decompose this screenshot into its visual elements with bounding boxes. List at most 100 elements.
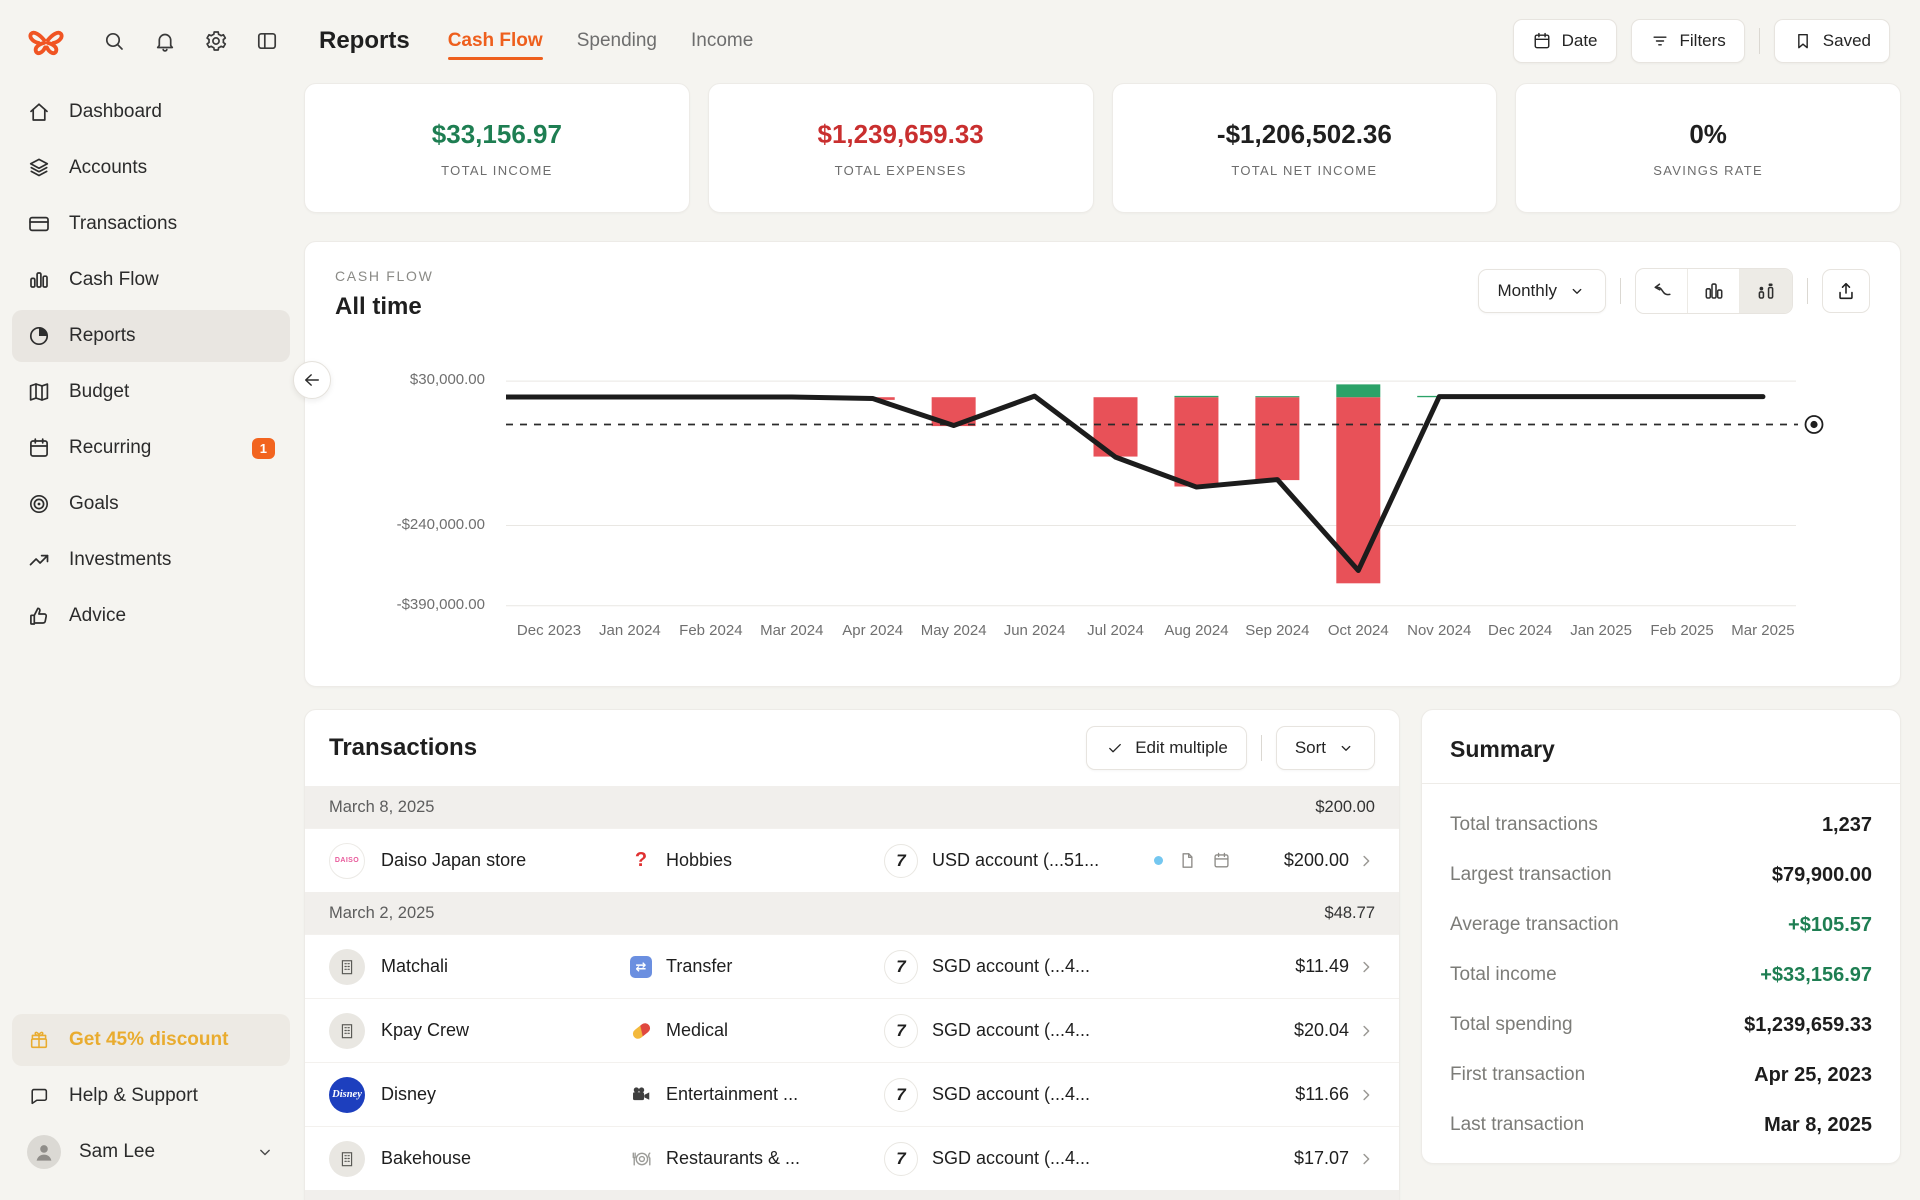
category-cell[interactable]: ? Hobbies [629, 849, 884, 873]
restaurant-plate-icon [629, 1147, 653, 1171]
x-axis-tick: Aug 2024 [1164, 622, 1229, 639]
app-logo-butterfly-icon[interactable] [24, 19, 68, 63]
stat-label: SAVINGS RATE [1653, 162, 1763, 178]
gear-icon[interactable] [204, 29, 228, 53]
merchant-logo-building-icon [329, 948, 365, 985]
merchant-cell: Matchali [329, 948, 629, 985]
merchant-logo-disney: Disney [329, 1076, 365, 1113]
sidebar-item-advice[interactable]: Advice [12, 590, 290, 642]
category-cell[interactable]: Entertainment ... [629, 1083, 884, 1107]
saved-button[interactable]: Saved [1773, 19, 1890, 63]
sidebar-item-dashboard[interactable]: Dashboard [12, 86, 290, 138]
transaction-amount: $20.04 [1293, 1020, 1349, 1040]
summary-label: First transaction [1450, 1064, 1586, 1085]
y-axis-tick: $30,000.00 [409, 371, 485, 389]
category-name: Transfer [666, 956, 733, 976]
category-cell[interactable]: ⇄ Transfer [629, 955, 884, 979]
topbar-quick-icons [102, 29, 279, 53]
transaction-row[interactable]: DAISO Daiso Japan store? Hobbies 7 USD accou… [305, 828, 1399, 892]
transaction-amount: $17.07 [1293, 1148, 1349, 1168]
credit-card-icon [27, 212, 51, 236]
user-menu[interactable]: Sam Lee [12, 1126, 290, 1178]
tab-spending[interactable]: Spending [576, 30, 657, 51]
help-support-label: Help & Support [69, 1085, 198, 1106]
sidebar-item-budget[interactable]: Budget [12, 366, 290, 418]
period-dropdown[interactable]: Monthly [1478, 269, 1606, 313]
unread-dot-icon [1154, 856, 1163, 865]
x-axis-tick: Apr 2024 [842, 622, 904, 639]
sidebar-item-accounts[interactable]: Accounts [12, 142, 290, 194]
summary-value: $1,239,659.33 [1744, 1013, 1872, 1036]
tab-income[interactable]: Income [691, 30, 754, 51]
sidebar-item-recurring[interactable]: Recurring 1 [12, 422, 290, 474]
account-cell[interactable]: 7 SGD account (...4... [884, 1013, 1245, 1048]
account-cell[interactable]: 7 USD account (...51... [884, 843, 1154, 878]
summary-card: Summary Total transactions 1,237 Largest t… [1421, 709, 1901, 1164]
help-support-button[interactable]: Help & Support [12, 1070, 290, 1122]
stat-value: $33,156.97 [431, 118, 562, 149]
chart-type-bars-button[interactable] [1688, 269, 1740, 313]
sidebar: Dashboard Accounts Transactions Cash Flow Re… [0, 82, 304, 1200]
merchant-name: Matchali [381, 956, 449, 976]
divider [1260, 735, 1262, 761]
account-cell[interactable]: 7 SGD account (...4... [884, 949, 1245, 984]
search-icon[interactable] [102, 29, 126, 53]
export-button[interactable] [1822, 269, 1870, 313]
sidebar-item-transactions[interactable]: Transactions [12, 198, 290, 250]
summary-row: Total transactions 1,237 [1450, 800, 1872, 850]
sort-button[interactable]: Sort [1275, 726, 1375, 770]
sidebar-item-goals[interactable]: Goals [12, 478, 290, 530]
trending-up-icon [27, 548, 51, 572]
sidebar-item-investments[interactable]: Investments [12, 534, 290, 586]
tab-cash-flow[interactable]: Cash Flow [447, 0, 543, 82]
summary-row: Average transaction +$105.57 [1450, 900, 1872, 950]
average-line-marker[interactable] [1804, 415, 1824, 434]
stat-card-total-income: $33,156.97 TOTAL INCOME [304, 83, 690, 213]
y-axis-tick: -$240,000.00 [396, 515, 485, 533]
account-cell[interactable]: 7 SGD account (...4... [884, 1077, 1245, 1112]
transaction-amount: $11.49 [1295, 956, 1349, 976]
pie-chart-icon [27, 324, 51, 348]
sidebar-item-label: Advice [69, 605, 127, 626]
chevron-right-icon [1349, 1150, 1383, 1168]
group-total: $48.77 [1324, 903, 1375, 922]
summary-value: $79,900.00 [1771, 863, 1872, 886]
transaction-row[interactable]: Bakehouse Restaurants & ... 7 SGD account (… [305, 1126, 1399, 1190]
x-axis-tick: Feb 2025 [1650, 622, 1714, 639]
summary-label: Last transaction [1450, 1114, 1585, 1135]
category-cell[interactable]: Medical [629, 1019, 884, 1043]
calendar-icon [1532, 31, 1552, 51]
x-axis-tick: Jan 2024 [599, 622, 661, 639]
filters-button[interactable]: Filters [1630, 19, 1745, 63]
account-name: SGD account (...4... [932, 956, 1091, 976]
sidebar-item-label: Budget [69, 381, 130, 402]
account-cell[interactable]: 7 SGD account (...4... [884, 1141, 1245, 1176]
account-name: SGD account (...4... [932, 1148, 1091, 1168]
date-button[interactable]: Date [1512, 19, 1617, 63]
x-axis-tick: Nov 2024 [1407, 622, 1472, 639]
divider [1620, 278, 1621, 304]
transaction-row[interactable]: Kpay Crew Medical 7 SGD account (...4... $20… [305, 998, 1399, 1062]
chart-type-sankey-button[interactable] [1636, 269, 1688, 313]
bell-icon[interactable] [153, 29, 177, 53]
edit-multiple-button[interactable]: Edit multiple [1086, 726, 1247, 770]
transaction-row[interactable]: Disney Disney Entertainment ... 7 SGD accoun… [305, 1062, 1399, 1126]
chart-scroll-left-button[interactable] [293, 361, 331, 399]
chart-type-stacked-bars-button[interactable] [1740, 269, 1792, 313]
discount-promo-button[interactable]: Get 45% discount [12, 1014, 290, 1066]
merchant-cell: DAISO Daiso Japan store [329, 842, 629, 879]
page-title: Reports [319, 27, 410, 54]
gift-icon [27, 1028, 51, 1052]
filter-icon [1650, 31, 1670, 51]
sidebar-item-reports[interactable]: Reports [12, 310, 290, 362]
sankey-icon [1651, 280, 1673, 302]
merchant-name: Disney [381, 1084, 437, 1104]
sidebar-item-cash-flow[interactable]: Cash Flow [12, 254, 290, 306]
category-cell[interactable]: Restaurants & ... [629, 1147, 884, 1171]
sidebar-item-label: Reports [69, 325, 136, 346]
date-label: Date [1561, 31, 1598, 50]
panel-icon[interactable] [255, 29, 279, 53]
stat-card-total-expenses: $1,239,659.33 TOTAL EXPENSES [707, 83, 1094, 213]
bar-chart-icon [27, 268, 51, 292]
transaction-row[interactable]: Matchali ⇄ Transfer 7 SGD account (...4... $1… [305, 934, 1399, 998]
